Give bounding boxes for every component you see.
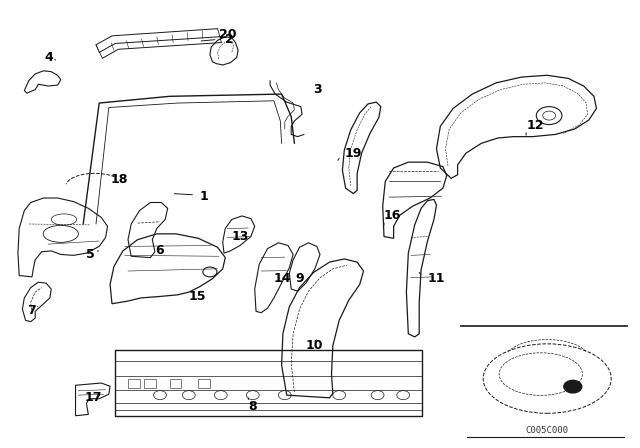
Text: 9: 9 (296, 272, 304, 285)
Text: 7: 7 (27, 303, 36, 317)
Text: 15: 15 (189, 290, 206, 303)
Bar (198, 379, 210, 388)
Text: 5: 5 (86, 248, 95, 261)
Text: 4: 4 (45, 51, 54, 64)
Text: 19: 19 (344, 146, 362, 160)
Text: 6: 6 (155, 244, 163, 258)
Text: 3: 3 (314, 83, 322, 96)
Bar (128, 379, 140, 388)
Text: 17: 17 (84, 391, 102, 405)
Text: 10: 10 (306, 339, 323, 353)
Text: 8: 8 (248, 400, 257, 414)
Text: 16: 16 (384, 209, 401, 223)
Text: 18: 18 (110, 172, 127, 186)
Bar (144, 379, 156, 388)
Text: 20: 20 (219, 28, 236, 42)
Text: 11: 11 (428, 272, 445, 285)
Circle shape (564, 380, 582, 393)
Text: C005C000: C005C000 (525, 426, 569, 435)
Text: 12: 12 (526, 119, 543, 132)
Text: 1: 1 (200, 190, 209, 203)
Text: 2: 2 (225, 33, 234, 46)
Text: 13: 13 (232, 230, 249, 243)
Bar (170, 379, 181, 388)
Text: 14: 14 (274, 272, 291, 285)
